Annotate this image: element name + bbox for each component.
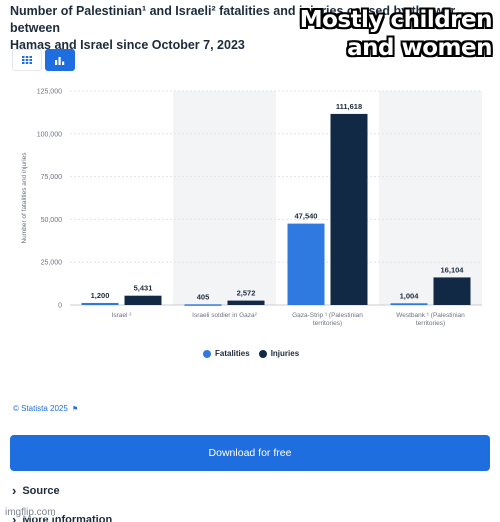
y-tick-label: 50,000 [41, 217, 63, 224]
source-toggle[interactable]: › Source [12, 483, 60, 498]
bar-fatalities-3 [390, 303, 428, 305]
data-label: 47,540 [295, 212, 318, 221]
bar-injuries-3 [433, 277, 471, 305]
data-label: 16,104 [441, 265, 465, 274]
bar-chart: 0 25,000 50,000 75,000 100,000 125,000 Number … [21, 89, 482, 327]
y-axis-label: Number of fatalities and injuries [21, 152, 28, 244]
legend-item-fatalities[interactable]: Fatalities [203, 349, 250, 358]
x-tick-label: Israeli soldier in Gaza² [192, 312, 257, 319]
legend-label-injuries: Injuries [270, 349, 300, 358]
category-band-3 [379, 91, 482, 305]
statista-credit[interactable]: © Statista 2025 ⚑ [13, 404, 78, 413]
y-tick-label: 25,000 [41, 260, 63, 267]
meme-line-2: and women [347, 35, 492, 61]
imgflip-watermark: imgflip.com [5, 507, 56, 518]
title-line-2: Hamas and Israel since October 7, 2023 [10, 38, 245, 52]
more-information-label: More information [22, 513, 113, 522]
y-tick-label: 125,000 [37, 89, 62, 96]
category-band-1 [173, 91, 276, 305]
legend-label-fatalities: Fatalities [215, 349, 250, 358]
bar-fatalities-1 [184, 304, 222, 306]
x-tick-label: Gaza-Strip ¹ (Palestinian [292, 312, 363, 319]
data-label: 2,572 [237, 289, 256, 298]
x-tick-label: territories) [313, 320, 342, 327]
y-tick-label: 0 [58, 303, 62, 310]
grid-icon [22, 56, 32, 64]
data-label: 111,618 [336, 102, 362, 111]
x-tick-label: Israel ² [112, 312, 133, 319]
meme-line-1: Mostly children [299, 7, 493, 33]
table-view-toggle[interactable] [12, 49, 42, 71]
chart-title: Number of Palestinian¹ and Israeli² fata… [10, 3, 490, 54]
bar-injuries-1 [227, 300, 265, 305]
chart-view-toggle[interactable] [45, 49, 75, 71]
data-label: 1,200 [91, 291, 110, 300]
data-label: 5,431 [134, 284, 153, 293]
bar-fatalities-0 [81, 302, 119, 305]
title-line-1: Number of Palestinian¹ and Israeli² fata… [10, 4, 322, 18]
chevron-right-icon: › [12, 483, 17, 498]
chart-legend: Fatalities Injuries [203, 349, 308, 358]
bar-fatalities-2 [287, 223, 325, 305]
y-tick-label: 100,000 [37, 131, 62, 138]
data-label: 1,004 [400, 291, 420, 300]
credit-text: © Statista 2025 [13, 404, 68, 413]
title-line-1-tail: ries caused by the war between [10, 4, 456, 35]
legend-item-injuries[interactable]: Injuries [258, 349, 300, 358]
download-button[interactable]: Download for free [10, 435, 490, 471]
x-tick-label: territories) [416, 320, 445, 327]
bar-injuries-0 [124, 295, 162, 305]
meme-caption: Mostly children and women [299, 6, 493, 62]
legend-swatch-fatalities [203, 349, 211, 358]
y-tick-label: 75,000 [41, 174, 63, 181]
bar-chart-icon [55, 56, 65, 65]
legend-swatch-injuries [258, 349, 267, 358]
bar-injuries-2 [330, 113, 368, 305]
x-tick-label: Westbank ¹ (Palestinian [396, 312, 465, 319]
flag-icon: ⚑ [71, 405, 79, 413]
data-label: 405 [197, 292, 210, 301]
source-label: Source [22, 484, 60, 497]
